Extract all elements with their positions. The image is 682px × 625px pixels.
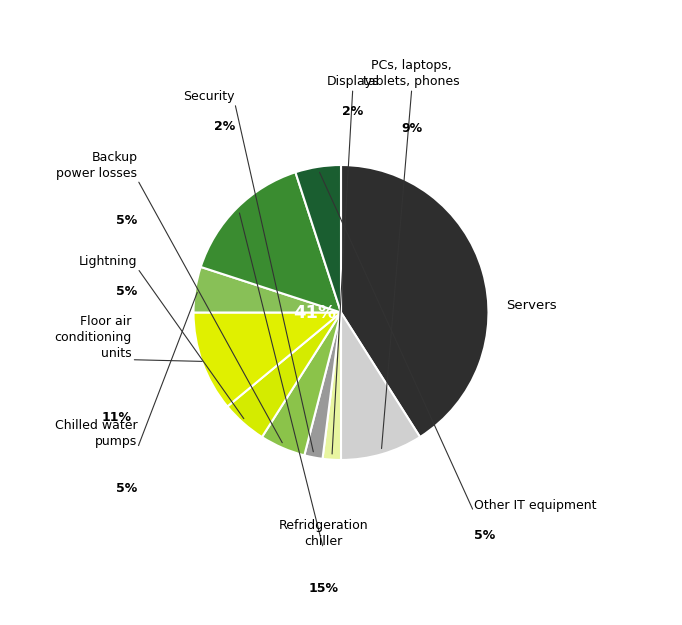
Text: 15%: 15%: [308, 582, 338, 596]
Text: Lightning: Lightning: [79, 255, 138, 268]
Text: Other IT equipment: Other IT equipment: [474, 499, 596, 512]
Text: Security: Security: [183, 90, 235, 103]
Text: PCs, laptops,
tablets, phones: PCs, laptops, tablets, phones: [364, 59, 460, 88]
Text: Displays: Displays: [327, 76, 379, 88]
Text: 2%: 2%: [342, 105, 364, 118]
Wedge shape: [194, 312, 341, 406]
Text: 41%: 41%: [293, 304, 336, 321]
Text: 9%: 9%: [401, 122, 422, 135]
Wedge shape: [227, 312, 341, 437]
Wedge shape: [295, 165, 341, 312]
Text: 5%: 5%: [116, 482, 138, 495]
Text: Backup
power losses: Backup power losses: [57, 151, 138, 180]
Wedge shape: [262, 312, 341, 456]
Wedge shape: [201, 173, 341, 312]
Text: 5%: 5%: [116, 285, 138, 298]
Wedge shape: [341, 312, 420, 460]
Text: Servers: Servers: [506, 299, 557, 312]
Wedge shape: [304, 312, 341, 459]
Text: 5%: 5%: [116, 214, 138, 227]
Wedge shape: [323, 312, 341, 460]
Text: Floor air
conditioning
units: Floor air conditioning units: [55, 315, 132, 360]
Wedge shape: [341, 165, 488, 437]
Wedge shape: [194, 267, 341, 312]
Text: 5%: 5%: [474, 529, 495, 542]
Text: Chilled water
pumps: Chilled water pumps: [55, 419, 138, 448]
Text: Refridgeration
chiller: Refridgeration chiller: [278, 519, 368, 549]
Text: 11%: 11%: [102, 411, 132, 424]
Text: 2%: 2%: [213, 120, 235, 133]
